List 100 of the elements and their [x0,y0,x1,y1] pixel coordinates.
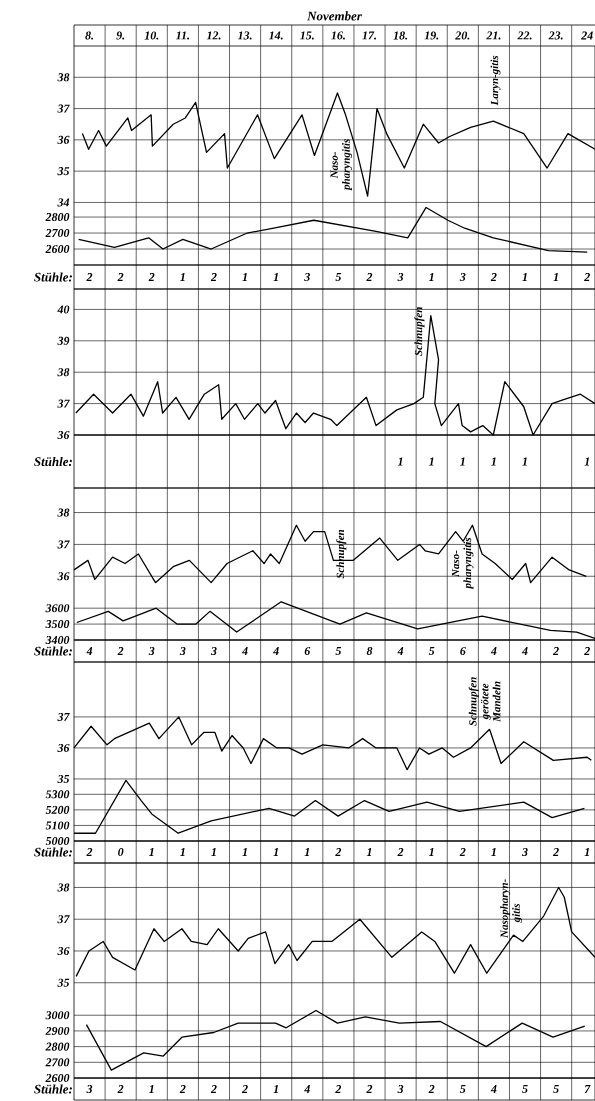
x-axis-title: November [307,11,362,21]
category-label: 1 [491,457,496,466]
category-label: 3 [397,272,404,282]
category-label: 7 [584,1085,591,1093]
category-label: 3 [210,646,217,656]
x-tick-label: 21. [486,31,501,40]
x-tick-label: 23. [548,31,563,40]
x-tick-label: 14. [268,31,283,40]
y-tick-label: 37 [57,399,70,408]
category-label: 4 [304,1085,310,1093]
category-label: 3 [304,272,310,282]
annotation: Schnupfen [414,307,425,356]
y2-tick-label: 5000 [45,836,70,846]
category-label: 1 [211,848,216,856]
category-label: 4 [521,647,528,655]
category-label: 2 [148,273,155,281]
category-label: 1 [584,457,590,466]
category-label: 4 [86,647,93,655]
y-tick-label: 38 [57,368,70,377]
category-label: 5 [459,1085,466,1093]
category-label: 4 [397,647,404,655]
category-label: 1 [429,273,434,281]
y-tick-label: 37 [57,915,70,924]
category-label: 2 [366,1085,373,1093]
category-label: 6 [304,646,311,656]
category-label: 4 [490,647,497,655]
category-label: 1 [366,848,372,856]
y2-tick-label: 2900 [45,1026,70,1035]
category-label: 2 [86,848,93,856]
annotation: Naso-pharyngitis [451,537,474,590]
category-label: 6 [460,646,466,656]
category-label: 3 [86,1084,93,1094]
y-tick-label: 35 [57,978,70,987]
y2-tick-label: 2600 [45,1073,70,1083]
category-label: 1 [180,848,185,856]
text: Stühle: [34,272,72,282]
category-label: 2 [459,848,466,856]
y-tick-label: 38 [57,883,70,892]
x-tick-label: 18. [393,31,408,40]
x-tick-label: 9. [116,31,125,40]
category-label: 1 [149,1085,154,1093]
category-label: 2 [241,1085,248,1093]
y-tick-label: 36 [57,946,70,955]
category-label: 8 [366,646,373,656]
category-label: 4 [273,647,279,655]
category-label: 1 [584,848,590,856]
category-label: 3 [179,646,186,656]
y-tick-label: 36 [57,572,70,581]
annotation: Nasopharyn-gitis [500,879,523,938]
x-tick-label: 8. [85,31,94,40]
category-label: 3 [148,646,155,656]
x-tick-label: 16. [331,31,345,40]
category-label: 2 [490,273,497,281]
text: Stühle: [34,847,72,857]
y-tick-label: 36 [57,430,70,440]
category-label: 2 [584,273,590,281]
category-label: 1 [522,273,527,281]
annotation: Naso-pharyngitis [330,139,353,191]
category-label: 1 [273,273,278,281]
category-label: 1 [397,457,403,466]
category-label: 5 [335,273,342,281]
category-label: 5 [335,647,342,655]
text: Stühle: [34,646,72,656]
category-label: 1 [149,848,154,856]
category-label: 3 [459,272,466,282]
annotation: Schnupfen [336,529,347,579]
category-label: 2 [86,273,93,281]
y2-tick-label: 5100 [45,821,70,830]
y2-tick-label: 5200 [45,805,70,814]
y-tick-label: 36 [57,743,70,752]
category-label: 3 [397,1084,404,1094]
y2-tick-label: 3600 [45,604,70,613]
category-label: 1 [460,457,465,466]
y2-tick-label: 3500 [45,620,70,629]
y-tick-label: 37 [57,104,70,113]
y-tick-label: 38 [57,508,70,517]
annotation: Laryn-gitis [490,55,501,106]
category-label: 3 [521,847,528,857]
y-tick-label: 39 [57,336,70,345]
text: Stühle: [34,1084,72,1094]
category-label: 1 [429,457,434,466]
annotation: Schnupfen gerötete Mandeln [468,677,501,726]
category-label: 2 [335,848,342,856]
category-label: 1 [180,273,185,281]
y-tick-label: 37 [57,712,70,721]
y2-tick-label: 5300 [45,790,70,799]
category-label: 2 [584,647,590,655]
x-tick-label: 17. [362,31,377,40]
category-label: 1 [273,848,278,856]
y2-tick-label: 2800 [45,213,70,222]
category-label: 1 [429,848,434,856]
category-label: 2 [428,1085,435,1093]
category-label: 2 [117,647,124,655]
category-label: 5 [428,647,435,655]
x-tick-label: 24 [581,31,593,40]
category-label: 5 [522,1085,528,1093]
category-label: 1 [522,457,527,466]
x-tick-label: 20. [455,31,470,40]
y2-tick-label: 2700 [45,1058,70,1067]
category-label: 2 [179,1085,186,1093]
